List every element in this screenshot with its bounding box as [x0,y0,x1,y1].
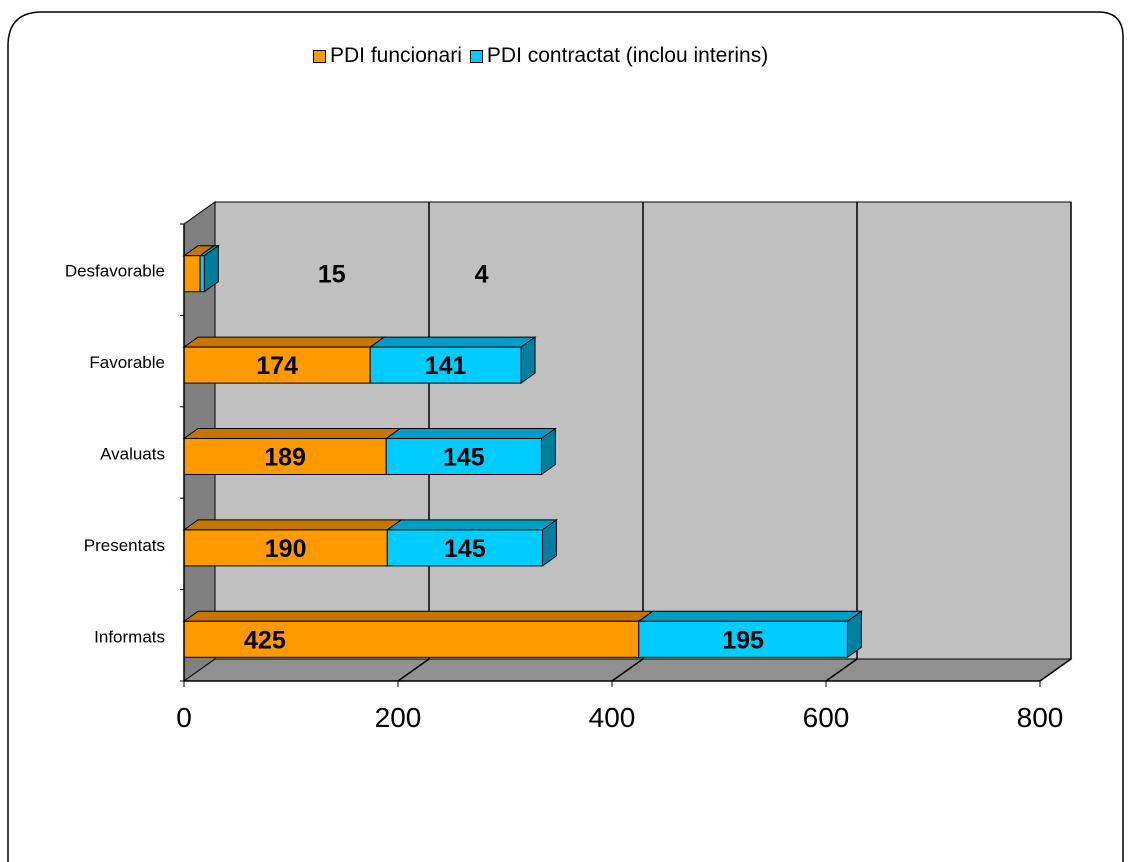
data-label: 174 [256,352,298,380]
legend-label-series-1: PDI contractat (inclou interins) [486,44,769,67]
data-label: 145 [443,444,485,472]
bar-top [384,428,557,439]
data-label: 141 [425,352,467,380]
bar-top [182,428,402,439]
bar [183,529,388,567]
bar [385,438,542,475]
x-tick-label: 800 [1017,702,1064,733]
data-label: 4 [475,261,489,289]
bar [369,346,522,384]
bar-top [182,610,655,622]
bar [199,255,205,293]
legend-swatch-series-0 [313,49,326,63]
x-tick-label: 200 [375,702,422,733]
y-tick-label: Informats [94,627,165,646]
data-label: 15 [318,261,346,289]
x-tick-label: 600 [803,702,850,733]
data-label: 425 [244,626,286,654]
y-tick-label: Presentats [84,536,165,555]
legend: PDI funcionari PDI contractat (inclou in… [313,44,776,68]
bar [183,346,371,384]
bars: 15 4 174 141 189 145 190 145 425 195 [182,244,863,659]
bar [183,438,387,475]
gridline-floor [1039,658,1072,682]
legend-swatch-series-1 [469,49,483,63]
gridline-floor [397,658,430,682]
data-label: 189 [264,444,306,472]
bar [638,620,848,658]
data-label: 195 [722,626,764,654]
data-label: 190 [265,535,307,563]
gridlines [397,202,1072,682]
bar-top [385,519,559,531]
axes: Desfavorable Favorable Avaluats Presentats I… [65,223,1064,733]
bar-top [637,610,863,622]
y-tick-label: Favorable [89,353,165,372]
gridline-floor [825,658,858,682]
y-tick-label: Avaluats [100,445,165,464]
x-tick-label: 400 [589,702,636,733]
bar-top [182,336,386,348]
gridline-floor [611,658,644,682]
data-label: 145 [444,535,486,563]
bar [183,255,201,293]
x-tick-label: 0 [176,702,192,733]
legend-item-series-1: PDI contractat (inclou interins) [469,44,769,68]
bar-top [182,519,403,531]
y-tick-label: Desfavorable [65,262,165,281]
legend-label-series-0: PDI funcionari [330,44,462,67]
bar-top [368,336,537,348]
legend-item-series-0: PDI funcionari [313,44,462,68]
bar [386,529,543,567]
